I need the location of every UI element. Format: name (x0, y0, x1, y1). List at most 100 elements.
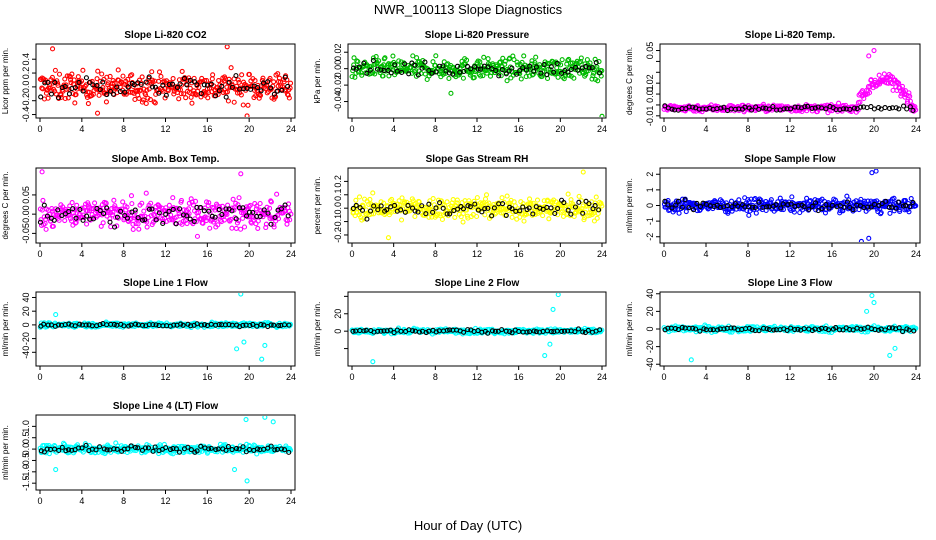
data-point (430, 195, 436, 202)
data-point (38, 217, 44, 223)
data-point (361, 216, 367, 222)
data-point (871, 300, 877, 306)
data-point (389, 196, 395, 202)
data-point (204, 77, 210, 84)
series-points (661, 293, 919, 363)
y-tick-label: -20 (645, 340, 655, 353)
x-tick-label: 16 (202, 124, 212, 134)
overlay-point (447, 327, 453, 333)
data-point (515, 62, 521, 68)
overlay-point (847, 106, 853, 112)
x-tick-label: 4 (703, 372, 708, 382)
overlay-point (482, 206, 488, 212)
data-point (380, 73, 386, 79)
y-tick-label: 40 (645, 289, 655, 299)
data-point (907, 98, 913, 104)
x-tick-label: 12 (160, 372, 170, 382)
data-point (546, 216, 552, 222)
data-point (370, 55, 376, 61)
data-point (594, 215, 600, 221)
data-point (162, 95, 168, 101)
data-point (45, 95, 51, 101)
overlay-point (77, 206, 83, 213)
overlay-point (83, 75, 89, 81)
data-point (190, 202, 196, 208)
data-point (95, 68, 101, 74)
overlay-point (771, 327, 777, 333)
data-point (71, 77, 77, 83)
overlay-point (216, 206, 222, 213)
overlay-point (548, 205, 554, 211)
overlay-point (823, 201, 829, 208)
data-point (906, 209, 912, 215)
overlay-point (416, 329, 422, 335)
data-point (349, 74, 355, 80)
overlay-point (170, 206, 176, 212)
data-point (130, 226, 136, 232)
overlay-point (236, 446, 242, 452)
data-point (112, 214, 119, 220)
data-point (40, 197, 46, 203)
series-points (661, 169, 919, 242)
data-point (212, 217, 218, 223)
data-point (186, 200, 192, 206)
overlay-point (142, 445, 149, 451)
data-point (274, 191, 280, 197)
data-point (359, 72, 365, 78)
overlay-point (409, 328, 416, 334)
overlay-point (815, 208, 821, 214)
data-point (234, 346, 240, 352)
overlay-point (41, 321, 47, 327)
x-tick-label: 12 (160, 496, 170, 506)
data-point (215, 222, 221, 228)
overlay-point (774, 107, 780, 113)
overlay-point (896, 199, 902, 205)
data-point (579, 205, 585, 211)
data-point (68, 218, 75, 224)
overlay-point (792, 104, 798, 110)
overlay-point (883, 198, 889, 204)
overlay-point (166, 82, 172, 88)
overlay-point (359, 207, 366, 213)
overlay-point (412, 208, 418, 214)
data-point (135, 221, 141, 227)
x-tick-label: 20 (869, 124, 879, 134)
overlay-point (461, 329, 467, 335)
data-point (56, 217, 62, 223)
data-point (124, 204, 130, 210)
overlay-point (555, 205, 561, 212)
overlay-point (679, 324, 685, 330)
data-point (231, 466, 238, 473)
overlay-point (229, 447, 235, 453)
data-point (140, 97, 146, 103)
data-point (226, 76, 232, 82)
overlay-point (871, 201, 878, 207)
data-point (509, 214, 515, 220)
overlay-point (156, 90, 162, 96)
overlay-point (209, 213, 215, 219)
data-point (580, 169, 586, 175)
data-point (110, 78, 116, 84)
data-point (401, 60, 407, 66)
data-point (364, 211, 370, 217)
overlay-point (904, 106, 910, 112)
data-point (477, 59, 483, 65)
data-point (804, 195, 810, 201)
overlay-point (580, 329, 586, 335)
overlay-point (524, 329, 530, 335)
x-tick-label: 0 (349, 249, 354, 259)
data-point (355, 59, 361, 65)
data-point (69, 200, 75, 206)
overlay-point (568, 66, 574, 73)
overlay-point (910, 107, 916, 113)
data-point (408, 64, 414, 71)
data-point (252, 78, 258, 84)
data-point (187, 85, 193, 91)
x-tick-label: 4 (79, 124, 84, 134)
overlay-point (152, 84, 159, 90)
overlay-point (766, 326, 772, 333)
overlay-point (503, 71, 509, 77)
overlay-point (268, 443, 274, 449)
data-point (205, 95, 211, 101)
y-tick-label: 2 (645, 172, 655, 177)
